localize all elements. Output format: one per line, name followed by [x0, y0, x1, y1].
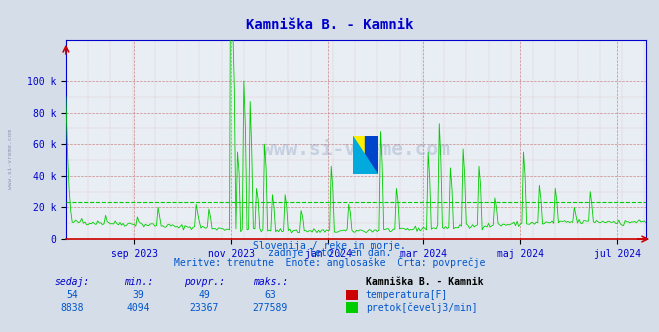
Text: Slovenija / reke in morje.: Slovenija / reke in morje. [253, 241, 406, 251]
Text: 277589: 277589 [252, 303, 288, 313]
Text: min.:: min.: [124, 277, 153, 287]
Text: zadnje leto / en dan.: zadnje leto / en dan. [268, 248, 391, 258]
Text: temperatura[F]: temperatura[F] [366, 290, 448, 300]
Text: Kamniška B. - Kamnik: Kamniška B. - Kamnik [366, 277, 483, 287]
Text: povpr.:: povpr.: [184, 277, 225, 287]
Text: 8838: 8838 [61, 303, 84, 313]
Polygon shape [353, 136, 378, 174]
Text: sedaj:: sedaj: [55, 277, 90, 287]
Text: 23367: 23367 [190, 303, 219, 313]
Bar [365, 136, 378, 174]
Text: maks.:: maks.: [252, 277, 288, 287]
Text: www.si-vreme.com: www.si-vreme.com [262, 140, 450, 159]
Text: Kamniška B. - Kamnik: Kamniška B. - Kamnik [246, 18, 413, 32]
Text: pretok[čevelj3/min]: pretok[čevelj3/min] [366, 303, 477, 313]
Text: Meritve: trenutne  Enote: anglosaške  Črta: povprečje: Meritve: trenutne Enote: anglosaške Črta… [174, 256, 485, 268]
Text: 39: 39 [132, 290, 144, 300]
Text: 54: 54 [67, 290, 78, 300]
Text: 49: 49 [198, 290, 210, 300]
Text: 63: 63 [264, 290, 276, 300]
Text: www.si-vreme.com: www.si-vreme.com [8, 129, 13, 189]
Text: 4094: 4094 [127, 303, 150, 313]
Bar [353, 136, 365, 174]
